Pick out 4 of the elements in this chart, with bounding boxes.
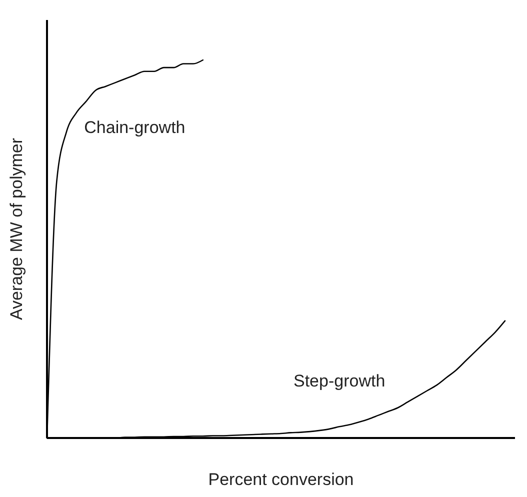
- series-label: Chain-growth: [84, 118, 186, 138]
- y-axis-title: Average MW of polymer: [7, 138, 26, 320]
- x-axis-title: Percent conversion: [208, 470, 354, 489]
- series-label: Step-growth: [294, 372, 386, 391]
